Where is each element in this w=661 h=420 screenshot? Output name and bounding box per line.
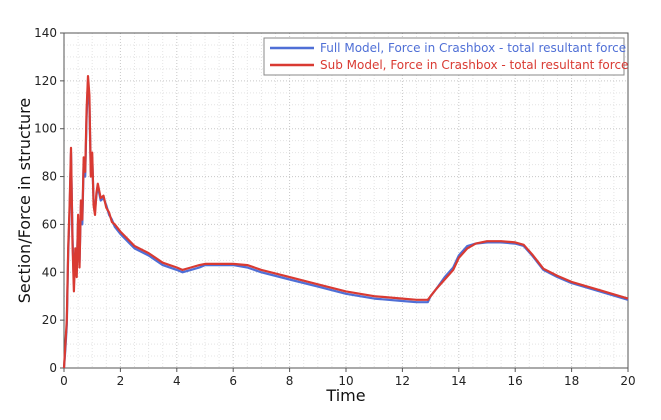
x-tick-label: 16 xyxy=(508,374,523,388)
x-axis-title: Time xyxy=(325,386,365,405)
x-tick-label: 4 xyxy=(173,374,181,388)
x-tick-label: 2 xyxy=(117,374,125,388)
y-tick-label: 0 xyxy=(49,361,57,375)
y-tick-label: 140 xyxy=(34,26,57,40)
x-tick-label: 14 xyxy=(451,374,466,388)
y-tick-label: 100 xyxy=(34,122,57,136)
legend: Full Model, Force in Crashbox - total re… xyxy=(263,37,628,76)
x-tick-label: 6 xyxy=(229,374,237,388)
y-tick-label: 120 xyxy=(34,74,57,88)
y-tick-label: 80 xyxy=(42,170,57,184)
x-tick-label: 18 xyxy=(564,374,579,388)
grid xyxy=(63,32,629,369)
x-tick-label: 12 xyxy=(395,374,410,388)
y-tick-label: 60 xyxy=(42,217,57,231)
legend-label-1: Full Model, Force in Crashbox - total re… xyxy=(320,41,626,55)
legend-label-2: Sub Model, Force in Crashbox - total res… xyxy=(320,58,628,72)
series-line-2 xyxy=(62,75,629,369)
y-tick-label: 40 xyxy=(42,265,57,279)
x-tick-label: 0 xyxy=(60,374,68,388)
x-tick-label: 20 xyxy=(620,374,635,388)
y-axis-title: Section/Force in structure xyxy=(15,98,34,304)
series-group xyxy=(62,75,629,369)
legend-box xyxy=(263,37,625,76)
x-tick-label: 10 xyxy=(338,374,353,388)
y-tick-label: 20 xyxy=(42,313,57,327)
axis-ticks: 0 2 4 6 8 10 12 14 16 18 20 0 20 40 60 80 100 120 140 xyxy=(34,26,636,388)
x-tick-label: 8 xyxy=(286,374,294,388)
